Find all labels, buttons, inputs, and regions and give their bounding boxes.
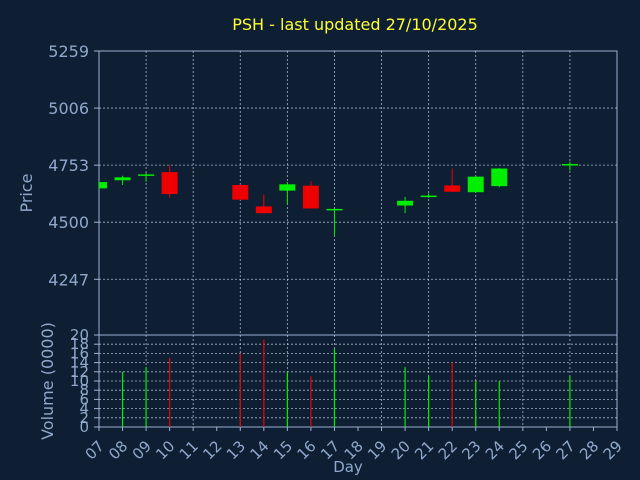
day-tick-label: 29 [600,437,626,463]
day-tick-label: 07 [82,437,108,463]
volume-tick-label: 2 [79,409,89,427]
day-tick-label: 09 [129,437,155,463]
candle-body-07 [99,182,107,189]
price-tick-label: 4500 [48,213,89,232]
day-tick-label: 14 [246,437,272,463]
candle-body-08 [114,177,131,181]
day-tick-label: 08 [105,437,131,463]
volume-tick-label: 10 [70,372,89,390]
day-tick-label: 20 [388,437,414,463]
day-tick-label: 25 [505,437,531,463]
volume-tick-label: 12 [70,363,89,381]
price-tick-label: 5259 [48,42,89,61]
candle-body-17 [326,208,343,211]
day-tick-label: 11 [176,437,202,463]
volume-grid [99,335,617,427]
chart-title: PSH - last updated 27/10/2025 [232,15,478,34]
day-tick-label: 19 [364,437,390,463]
day-tick-label: 22 [435,437,461,463]
volume-tick-label: 18 [70,335,89,353]
price-tick-label: 4247 [48,270,89,289]
candle-body-24 [491,168,508,187]
candle-body-20 [397,200,414,206]
day-tick-label: 12 [199,437,225,463]
day-tick-label: 24 [482,437,508,463]
x-axis-label: Day [333,458,363,476]
price-grid [99,51,617,335]
volume-tick-label: 6 [79,390,89,408]
day-tick-label: 21 [411,437,437,463]
candle-body-22 [444,185,461,192]
day-tick-label: 10 [152,437,178,463]
day-tick-label: 27 [553,437,579,463]
candle-body-13 [232,184,249,200]
candle-body-21 [420,195,437,198]
day-tick-label: 28 [576,437,602,463]
day-tick-label: 26 [529,437,555,463]
candle-body-15 [279,184,296,191]
day-tick-label: 13 [223,437,249,463]
price-tick-label: 4753 [48,156,89,175]
volume-tick-label: 4 [79,400,89,418]
price-tick-label: 5006 [48,99,89,118]
candle-body-23 [467,176,484,193]
candle-body-09 [138,174,155,176]
day-tick-label: 16 [294,437,320,463]
candle-body-16 [302,185,319,209]
price-axis-label: Price [17,173,36,212]
candlesticks [99,161,578,236]
volume-tick-label: 16 [70,344,89,362]
volume-tick-label: 20 [70,326,89,344]
candle-body-14 [255,206,272,214]
day-tick-label: 23 [458,437,484,463]
volume-tick-label: 0 [79,418,89,436]
candle-body-27 [561,164,578,166]
volume-bars [121,339,571,427]
volume-tick-label: 14 [70,354,89,372]
day-tick-label: 15 [270,437,296,463]
candle-body-10 [161,172,178,195]
volume-tick-label: 8 [79,381,89,399]
volume-axis-label: Volume (0000) [38,322,57,440]
price-y-ticks: 4247 4500 4753 5006 5259 [48,42,99,289]
